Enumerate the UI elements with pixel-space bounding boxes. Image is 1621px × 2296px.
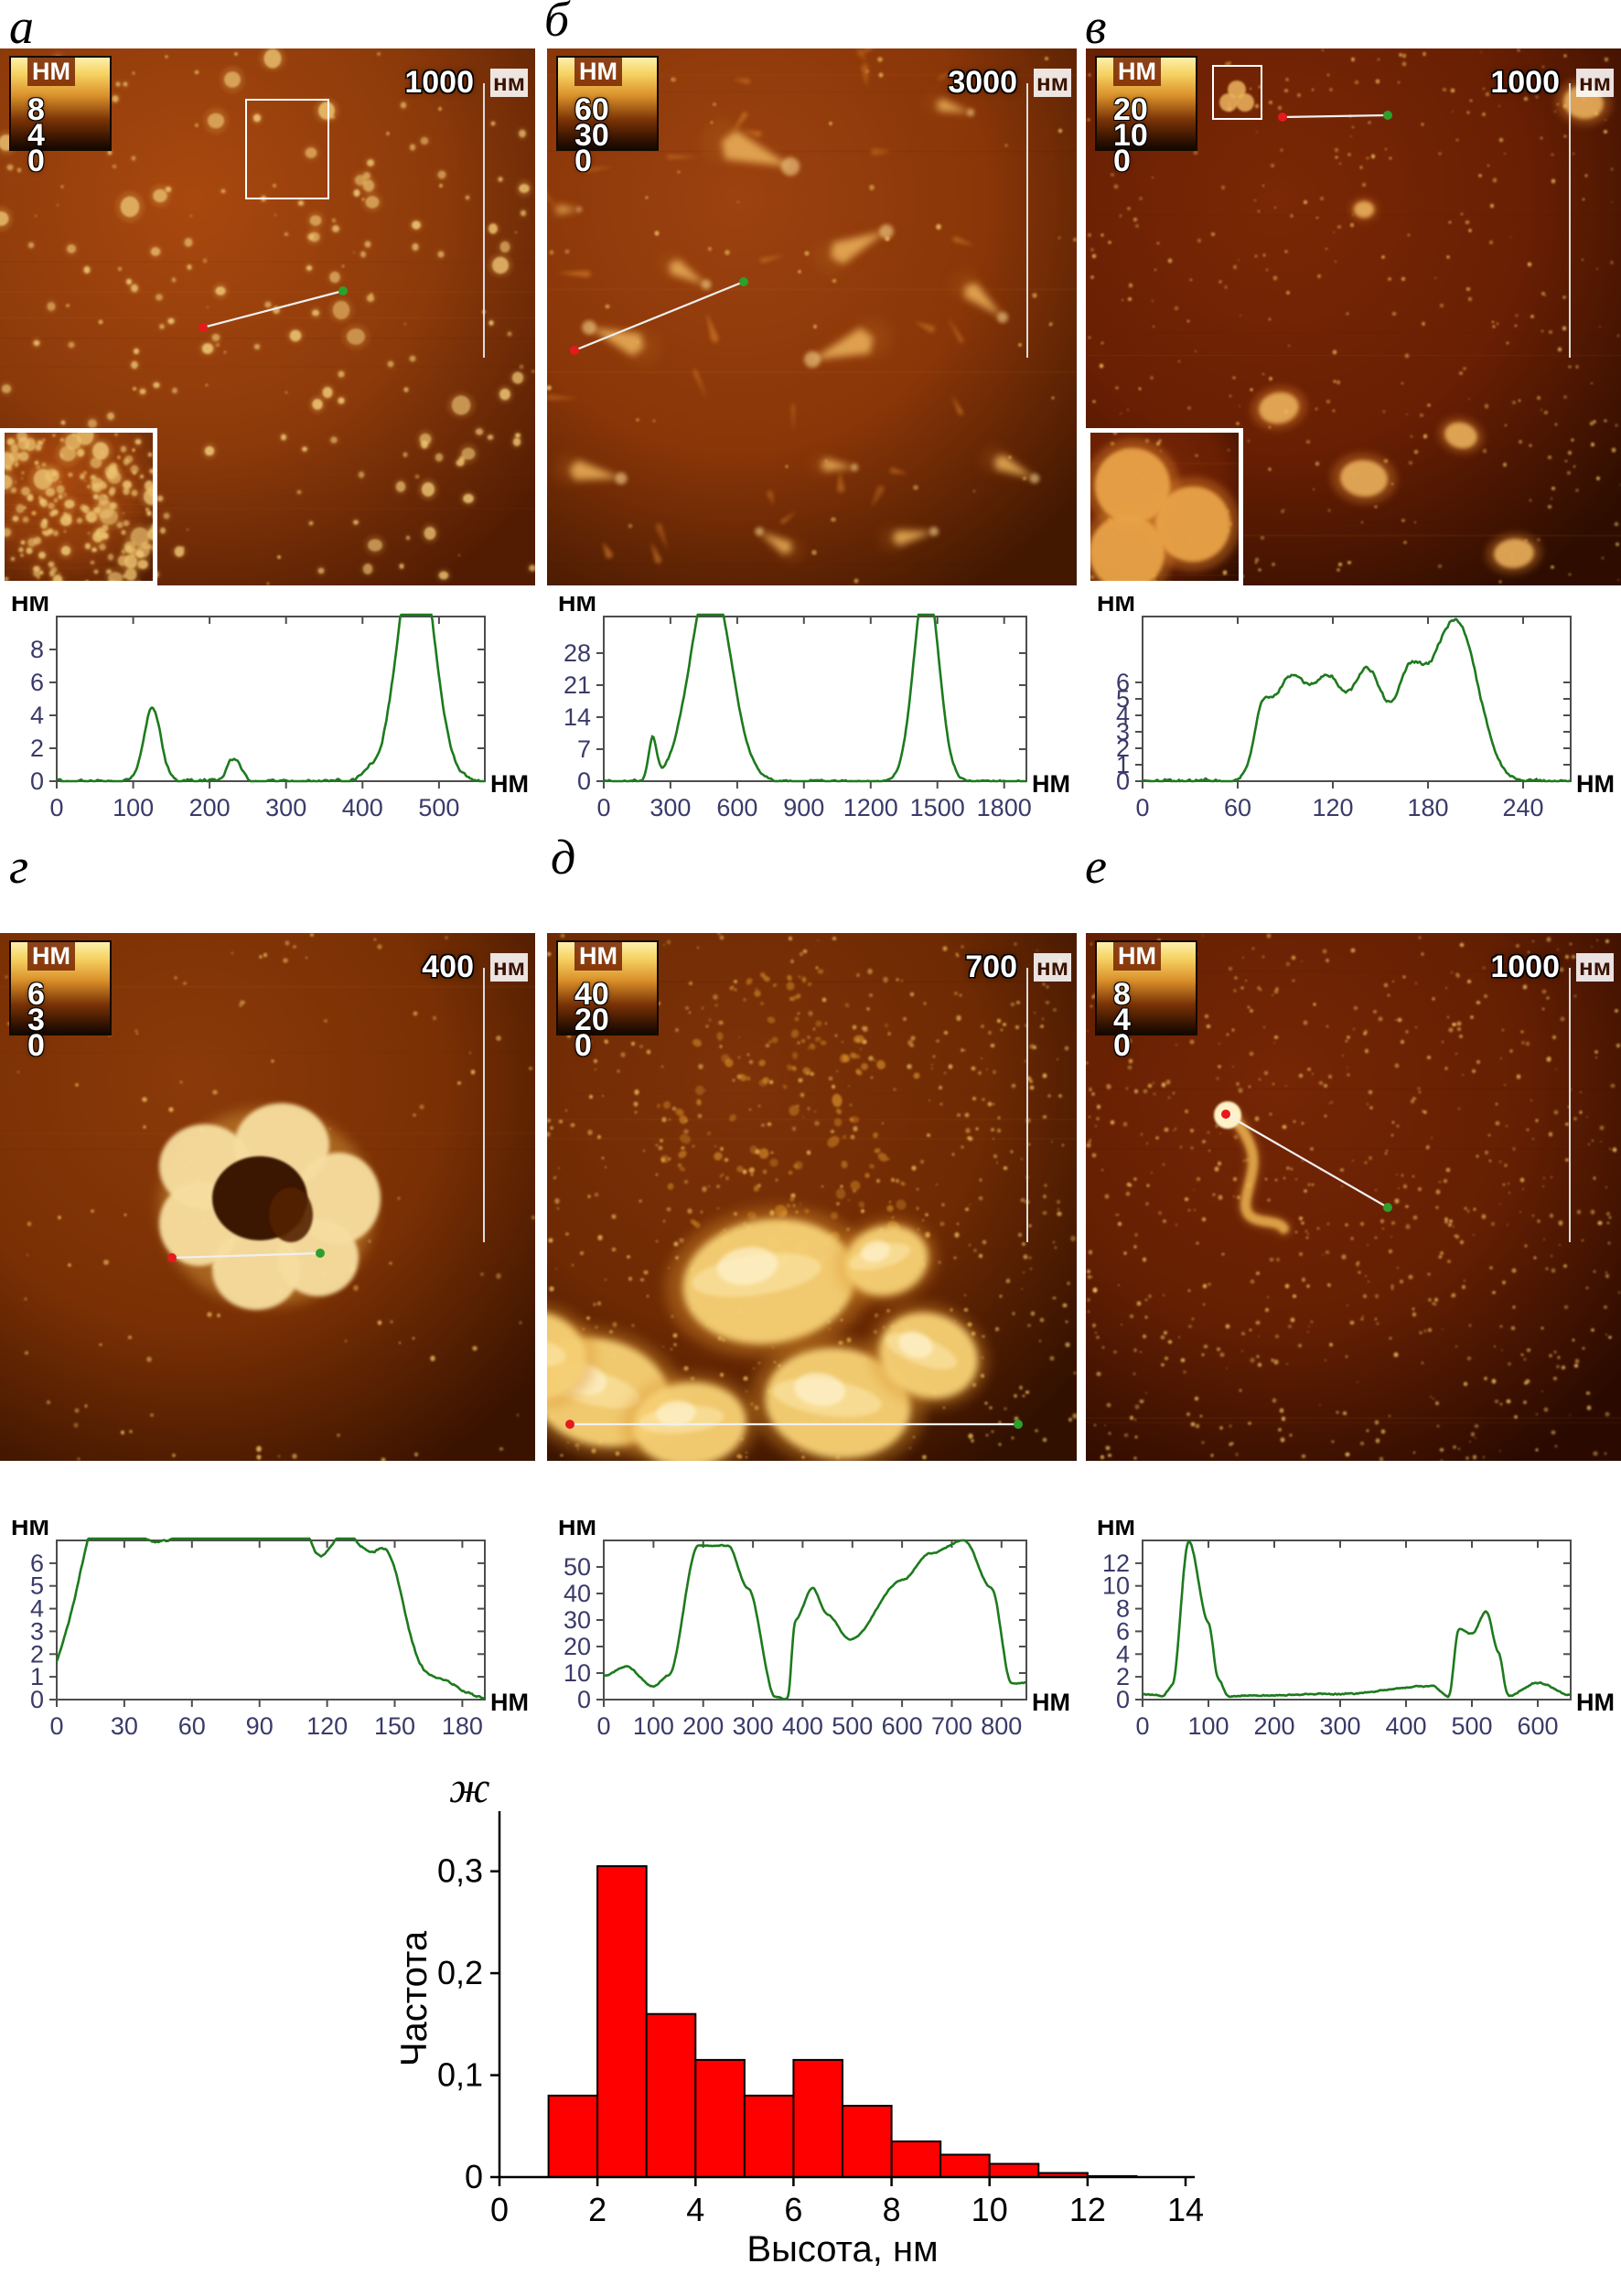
svg-text:50: 50 xyxy=(564,1553,591,1581)
svg-text:HM: HM xyxy=(11,596,49,617)
svg-text:6: 6 xyxy=(784,2191,802,2228)
svg-text:180: 180 xyxy=(1407,794,1448,821)
svg-text:7: 7 xyxy=(577,735,591,763)
svg-text:900: 900 xyxy=(783,794,824,821)
svg-text:0,3: 0,3 xyxy=(437,1852,483,1890)
svg-text:21: 21 xyxy=(564,671,591,699)
svg-text:12: 12 xyxy=(1102,1550,1130,1577)
svg-text:60: 60 xyxy=(178,1712,206,1740)
svg-text:0: 0 xyxy=(596,794,610,821)
svg-text:600: 600 xyxy=(1517,1712,1558,1740)
svg-text:HM: HM xyxy=(1576,1689,1615,1716)
svg-text:6: 6 xyxy=(1116,669,1130,696)
svg-text:2: 2 xyxy=(30,735,44,762)
svg-text:10: 10 xyxy=(972,2191,1008,2228)
svg-text:20: 20 xyxy=(564,1633,591,1660)
svg-text:1500: 1500 xyxy=(910,794,965,821)
svg-text:0: 0 xyxy=(49,1712,63,1740)
svg-text:400: 400 xyxy=(1385,1712,1426,1740)
svg-text:HM: HM xyxy=(1097,596,1135,617)
svg-text:200: 200 xyxy=(189,794,231,821)
svg-text:28: 28 xyxy=(564,639,591,667)
svg-text:HM: HM xyxy=(1097,1520,1135,1540)
svg-text:30: 30 xyxy=(111,1712,138,1740)
svg-text:120: 120 xyxy=(1312,794,1353,821)
svg-text:600: 600 xyxy=(882,1712,923,1740)
svg-text:0: 0 xyxy=(465,2158,483,2195)
svg-text:8: 8 xyxy=(883,2191,901,2228)
svg-text:HM: HM xyxy=(1576,770,1615,798)
svg-text:500: 500 xyxy=(418,794,459,821)
svg-text:200: 200 xyxy=(1253,1712,1294,1740)
svg-text:14: 14 xyxy=(564,703,591,731)
svg-text:600: 600 xyxy=(716,794,757,821)
svg-text:800: 800 xyxy=(981,1712,1022,1740)
svg-text:400: 400 xyxy=(782,1712,823,1740)
svg-text:4: 4 xyxy=(30,702,44,729)
svg-text:14: 14 xyxy=(1167,2191,1204,2228)
svg-text:60: 60 xyxy=(1224,794,1251,821)
svg-text:1800: 1800 xyxy=(977,794,1032,821)
svg-text:180: 180 xyxy=(442,1712,483,1740)
svg-text:Частота: Частота xyxy=(399,1930,435,2066)
svg-text:700: 700 xyxy=(931,1712,972,1740)
svg-text:0,2: 0,2 xyxy=(437,1954,483,1991)
svg-text:HM: HM xyxy=(558,1520,596,1540)
svg-text:200: 200 xyxy=(682,1712,724,1740)
svg-text:6: 6 xyxy=(30,1550,44,1577)
svg-text:2: 2 xyxy=(588,2191,607,2228)
svg-text:100: 100 xyxy=(1187,1712,1229,1740)
svg-text:6: 6 xyxy=(30,669,44,696)
svg-text:Высота, нм: Высота, нм xyxy=(746,2229,938,2269)
svg-text:HM: HM xyxy=(1032,770,1070,798)
svg-text:4: 4 xyxy=(686,2191,704,2228)
svg-text:10: 10 xyxy=(564,1659,591,1687)
svg-text:HM: HM xyxy=(11,1520,49,1540)
svg-text:0: 0 xyxy=(30,767,44,795)
svg-text:8: 8 xyxy=(30,636,44,663)
svg-text:HM: HM xyxy=(490,1689,529,1716)
svg-text:30: 30 xyxy=(564,1606,591,1634)
svg-text:150: 150 xyxy=(374,1712,415,1740)
svg-text:90: 90 xyxy=(246,1712,274,1740)
svg-text:0: 0 xyxy=(490,2191,509,2228)
svg-text:240: 240 xyxy=(1502,794,1543,821)
svg-text:0: 0 xyxy=(577,767,591,795)
svg-text:400: 400 xyxy=(342,794,383,821)
svg-text:HM: HM xyxy=(1032,1689,1070,1716)
svg-text:500: 500 xyxy=(832,1712,873,1740)
svg-text:0: 0 xyxy=(596,1712,610,1740)
svg-text:300: 300 xyxy=(649,794,691,821)
svg-text:0: 0 xyxy=(1135,1712,1149,1740)
svg-text:100: 100 xyxy=(113,794,154,821)
svg-text:HM: HM xyxy=(490,770,529,798)
svg-text:300: 300 xyxy=(1319,1712,1360,1740)
svg-text:100: 100 xyxy=(633,1712,674,1740)
svg-text:40: 40 xyxy=(564,1580,591,1607)
svg-text:0,1: 0,1 xyxy=(437,2056,483,2094)
svg-text:0: 0 xyxy=(1135,794,1149,821)
svg-text:300: 300 xyxy=(733,1712,774,1740)
svg-text:ж: ж xyxy=(449,1765,490,1812)
svg-text:120: 120 xyxy=(306,1712,348,1740)
svg-text:0: 0 xyxy=(577,1686,591,1713)
svg-text:300: 300 xyxy=(265,794,306,821)
svg-text:500: 500 xyxy=(1451,1712,1492,1740)
svg-text:HM: HM xyxy=(558,596,596,617)
svg-text:0: 0 xyxy=(49,794,63,821)
svg-text:1200: 1200 xyxy=(843,794,898,821)
svg-text:12: 12 xyxy=(1069,2191,1106,2228)
